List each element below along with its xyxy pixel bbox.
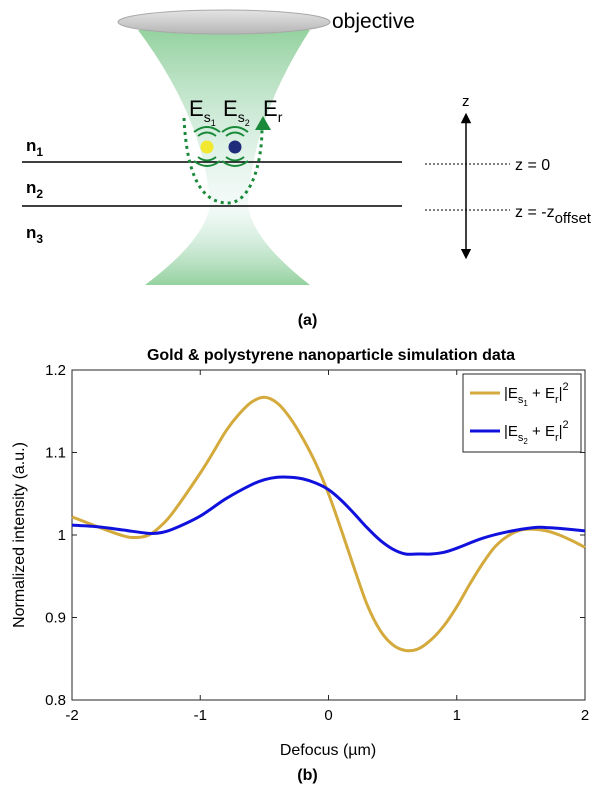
legend: |Es1 + Er|2 |Es2 + Er|2 bbox=[462, 373, 582, 453]
reflection-arrowhead bbox=[255, 116, 271, 130]
legend-box bbox=[462, 373, 582, 453]
field-label-er: Er bbox=[263, 96, 283, 125]
y-tick-label: 0.8 bbox=[45, 692, 66, 709]
z-axis-label: z bbox=[462, 93, 470, 110]
y-tick-label: 1.1 bbox=[45, 445, 66, 462]
objective-lens bbox=[117, 9, 331, 35]
legend-label-blue: |Es2 + Er|2 bbox=[504, 419, 569, 446]
beam-lower bbox=[145, 205, 310, 285]
schematic-diagram: objective n1 n2 n3 Es1 Es2 Er z = 0 z = … bbox=[22, 9, 592, 285]
series-line-gold bbox=[71, 395, 586, 653]
series-line-polystyrene bbox=[71, 475, 586, 556]
field-label-es1: Es1 bbox=[189, 96, 216, 128]
reflection-path bbox=[182, 117, 264, 205]
layer-label-n2: n2 bbox=[26, 178, 43, 201]
caption-a: (a) bbox=[297, 312, 318, 329]
intensity-chart: Gold & polystyrene nanoparticle simulati… bbox=[11, 347, 589, 759]
y-axis-label: Normalized intensity (a.u.) bbox=[11, 442, 28, 628]
x-tick-label: 1 bbox=[453, 707, 461, 724]
legend-label-gold: |Es1 + Er|2 bbox=[504, 381, 569, 408]
polystyrene-nanoparticle bbox=[228, 140, 242, 154]
wave-icon bbox=[193, 126, 249, 167]
field-label-es2: Es2 bbox=[223, 96, 250, 128]
x-tick-label: 0 bbox=[324, 707, 332, 724]
x-tick-label: 2 bbox=[581, 707, 589, 724]
x-tick-label: -1 bbox=[194, 707, 207, 724]
objective-label: objective bbox=[332, 10, 415, 33]
y-tick-label: 0.9 bbox=[45, 610, 66, 627]
caption-b: (b) bbox=[297, 767, 318, 784]
y-tick-label: 1.2 bbox=[45, 362, 66, 379]
y-tick-label: 1 bbox=[58, 527, 66, 544]
gold-nanoparticle bbox=[200, 140, 214, 154]
x-tick-label: -2 bbox=[65, 707, 78, 724]
z0-label: z = 0 bbox=[515, 157, 550, 174]
layer-label-n1: n1 bbox=[26, 136, 43, 159]
zoffset-label: z = -zoffset bbox=[515, 204, 592, 227]
chart-title: Gold & polystyrene nanoparticle simulati… bbox=[147, 347, 515, 364]
beam-upper bbox=[138, 30, 310, 205]
layer-label-n3: n3 bbox=[26, 223, 43, 246]
x-axis-label: Defocus (µm) bbox=[280, 742, 376, 759]
